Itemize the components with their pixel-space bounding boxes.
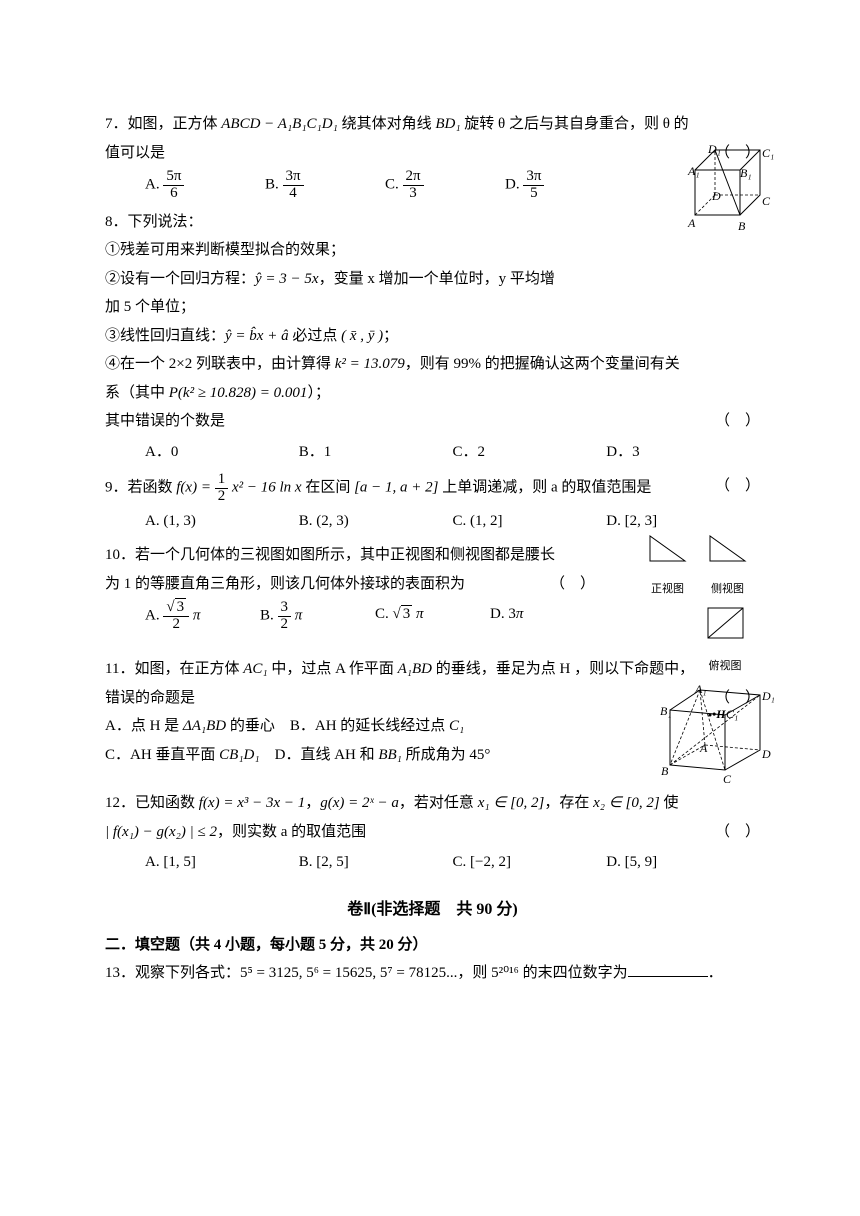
q13-mid: ，则 bbox=[457, 965, 491, 981]
q12-g: g(x) = 2ˣ − a bbox=[320, 795, 399, 811]
question-8: 8．下列说法： ①残差可用来判断模型拟合的效果； ②设有一个回归方程：ŷ = 3… bbox=[105, 208, 760, 467]
question-11: A₁ B₁ C₁ D₁ A B C D •H 11．如图，在正方体 AC₁ 中，… bbox=[105, 655, 760, 785]
q9-rest: x² − 16 ln x bbox=[228, 480, 301, 496]
q7-opt-d[interactable]: D. 3π5 bbox=[505, 169, 625, 202]
q7-opt-a[interactable]: A. 5π6 bbox=[145, 169, 265, 202]
q11-opt-a[interactable]: A．点 H 是 ΔA₁BD 的垂心 bbox=[105, 718, 275, 734]
q13-pre: 13．观察下列各式： bbox=[105, 965, 240, 981]
q7-opt-b[interactable]: B. 3π4 bbox=[265, 169, 385, 202]
q8-s3-pt: ( x̄ , ȳ ) bbox=[341, 328, 383, 344]
q12-pre: 12．已知函数 bbox=[105, 795, 199, 811]
q7-choices: A. 5π6 B. 3π4 C. 2π3 D. 3π5 bbox=[145, 169, 625, 202]
q12-end: ，则实数 a 的取值范围 bbox=[217, 824, 366, 840]
q11-opt-d[interactable]: D．直线 AH 和 BB₁ 所成角为 45° bbox=[275, 747, 491, 763]
q11-opt-c[interactable]: C．AH 垂直平面 CB₁D₁ bbox=[105, 747, 260, 763]
q12-opt-c[interactable]: C. [−2, 2] bbox=[453, 848, 607, 877]
q11-m1: AC₁ bbox=[243, 661, 267, 677]
q7-stem-2: 绕其体对角线 bbox=[338, 116, 436, 132]
q8-opt-a[interactable]: A．0 bbox=[145, 438, 299, 467]
q10-opt-b[interactable]: B. 32 π bbox=[260, 600, 375, 633]
q12-opt-d[interactable]: D. [5, 9] bbox=[606, 848, 760, 877]
q9-fx: f(x) = bbox=[176, 480, 214, 496]
q10-opt-a[interactable]: A. √32 π bbox=[145, 600, 260, 633]
q8-s4-k: k² = 13.079 bbox=[335, 356, 405, 372]
paren-blank-8: （ ） bbox=[715, 407, 760, 436]
q9-int: [a − 1, a + 2] bbox=[354, 480, 438, 496]
q9-opt-a[interactable]: A. (1, 3) bbox=[145, 507, 299, 536]
q9-end: 上单调递减，则 a 的取值范围是 bbox=[439, 480, 652, 496]
q7-math-2: BD₁ bbox=[435, 116, 460, 132]
q8-ask: 其中错误的个数是 bbox=[105, 413, 225, 429]
q11-m2: A₁BD bbox=[398, 661, 432, 677]
q8-choices: A．0 B．1 C．2 D．3 bbox=[145, 438, 760, 467]
q8-s1: ①残差可用来判断模型拟合的效果； bbox=[105, 236, 760, 265]
q11-opt-b[interactable]: B．AH 的延长线经过点 C₁ bbox=[290, 718, 464, 734]
q13-end: 的末四位数字为 bbox=[519, 965, 628, 981]
q8-s3-mid: 必过点 bbox=[289, 328, 342, 344]
question-7: A₁ B₁ C₁ D₁ A B C D 7．如图，正方体 ABCD − A₁B₁… bbox=[105, 110, 760, 202]
q10-l2: 为 1 的等腰直角三角形，则该几何体外接球的表面积为 bbox=[105, 576, 465, 592]
q11-l1-pre: 11．如图，在正方体 bbox=[105, 661, 243, 677]
q8-s2-mid: ，变量 x 增加一个单位时，y 平均增 bbox=[319, 271, 555, 287]
q9-opt-b[interactable]: B. (2, 3) bbox=[299, 507, 453, 536]
q10-l1: 10．若一个几何体的三视图如图所示，其中正视图和侧视图都是腰长 bbox=[105, 541, 595, 570]
q8-s4-l2p: 系（其中 bbox=[105, 385, 169, 401]
q12-x1: x₁ ∈ [0, 2] bbox=[478, 795, 545, 811]
q8-s2-eq: ŷ = 3 − 5x bbox=[255, 271, 319, 287]
q8-opt-c[interactable]: C．2 bbox=[453, 438, 607, 467]
q12-opt-a[interactable]: A. [1, 5] bbox=[145, 848, 299, 877]
q10-opt-c[interactable]: C. √3 π bbox=[375, 600, 490, 633]
q12-choices: A. [1, 5] B. [2, 5] C. [−2, 2] D. [5, 9] bbox=[145, 848, 760, 877]
q7-stem-1: 7．如图，正方体 bbox=[105, 116, 221, 132]
q12-mid2: ，存在 bbox=[544, 795, 593, 811]
q9-pre: 9．若函数 bbox=[105, 480, 176, 496]
q12-f: f(x) = x³ − 3x − 1 bbox=[199, 795, 306, 811]
paren-blank-7: （ ） bbox=[715, 139, 760, 168]
q11-l1-mid: 中，过点 A 作平面 bbox=[268, 661, 398, 677]
q8-s4-mid: ，则有 99% 的把握确认这两个变量间有关 bbox=[405, 356, 680, 372]
q12-x2: x₂ ∈ [0, 2] bbox=[593, 795, 660, 811]
q10-choices: A. √32 π B. 32 π C. √3 π D. 3π bbox=[145, 600, 605, 633]
question-10: 正视图 侧视图 俯视图 10．若一个几何体的三视图如图所示，其中正视图和侧视图都… bbox=[105, 541, 760, 651]
q11-l2: 错误的命题是 bbox=[105, 690, 195, 706]
q11-row-ab: A．点 H 是 ΔA₁BD 的垂心 B．AH 的延长线经过点 C₁ bbox=[105, 712, 595, 741]
question-13: 13．观察下列各式：5⁵ = 3125, 5⁶ = 15625, 5⁷ = 78… bbox=[105, 959, 760, 988]
paren-blank-10: （ ） bbox=[550, 570, 595, 599]
q8-s3-pre: ③线性回归直线： bbox=[105, 328, 225, 344]
q8-s3-eq: ŷ = b̂x + â bbox=[225, 328, 289, 344]
q9-mid: 在区间 bbox=[302, 480, 355, 496]
q7-math-1: ABCD − A₁B₁C₁D₁ bbox=[221, 116, 338, 132]
q8-s4-pre: ④在一个 2×2 列联表中，由计算得 bbox=[105, 356, 335, 372]
q13-period: ． bbox=[708, 965, 723, 981]
q10-opt-d[interactable]: D. 3π bbox=[490, 600, 605, 633]
q11-row-cd: C．AH 垂直平面 CB₁D₁ D．直线 AH 和 BB₁ 所成角为 45° bbox=[105, 741, 595, 770]
question-12: 12．已知函数 f(x) = x³ − 3x − 1，g(x) = 2ˣ − a… bbox=[105, 789, 760, 877]
section-fill: 二．填空题（共 4 小题，每小题 5 分，共 20 分） bbox=[105, 931, 760, 960]
q8-stem: 8．下列说法： bbox=[105, 208, 760, 237]
part2-title: 卷Ⅱ(非选择题 共 90 分) bbox=[105, 895, 760, 925]
q8-s2-pre: ②设有一个回归方程： bbox=[105, 271, 255, 287]
q12-opt-b[interactable]: B. [2, 5] bbox=[299, 848, 453, 877]
q7-opt-c[interactable]: C. 2π3 bbox=[385, 169, 505, 202]
paren-blank-9: （ ） bbox=[715, 472, 760, 501]
q8-s4-l2e: ）； bbox=[307, 385, 330, 401]
q9-opt-c[interactable]: C. (1, 2] bbox=[453, 507, 607, 536]
fill-blank-13[interactable] bbox=[628, 961, 708, 977]
q8-opt-b[interactable]: B．1 bbox=[299, 438, 453, 467]
q13-eq: 5⁵ = 3125, 5⁶ = 15625, 5⁷ = 78125... bbox=[240, 965, 457, 981]
question-9: 9．若函数 f(x) = 12 x² − 16 ln x 在区间 [a − 1,… bbox=[105, 472, 760, 535]
q7-stem-3: 旋转 θ 之后与其自身重合，则 θ 的 bbox=[461, 116, 689, 132]
q12-mid: ，若对任意 bbox=[399, 795, 478, 811]
q8-s3-end: ； bbox=[383, 328, 398, 344]
paren-blank-11: （ ） bbox=[715, 684, 760, 713]
q8-s4-p: P(k² ≥ 10.828) = 0.001 bbox=[169, 385, 308, 401]
q7-stem-line2: 值可以是 bbox=[105, 145, 165, 161]
q12-mid3: 使 bbox=[660, 795, 679, 811]
q8-opt-d[interactable]: D．3 bbox=[606, 438, 760, 467]
q13-p: 5²⁰¹⁶ bbox=[491, 965, 519, 981]
q8-s2-l2: 加 5 个单位； bbox=[105, 293, 760, 322]
q12-cond: | f(x₁) − g(x₂) | ≤ 2 bbox=[105, 824, 217, 840]
paren-blank-12: （ ） bbox=[715, 818, 760, 847]
